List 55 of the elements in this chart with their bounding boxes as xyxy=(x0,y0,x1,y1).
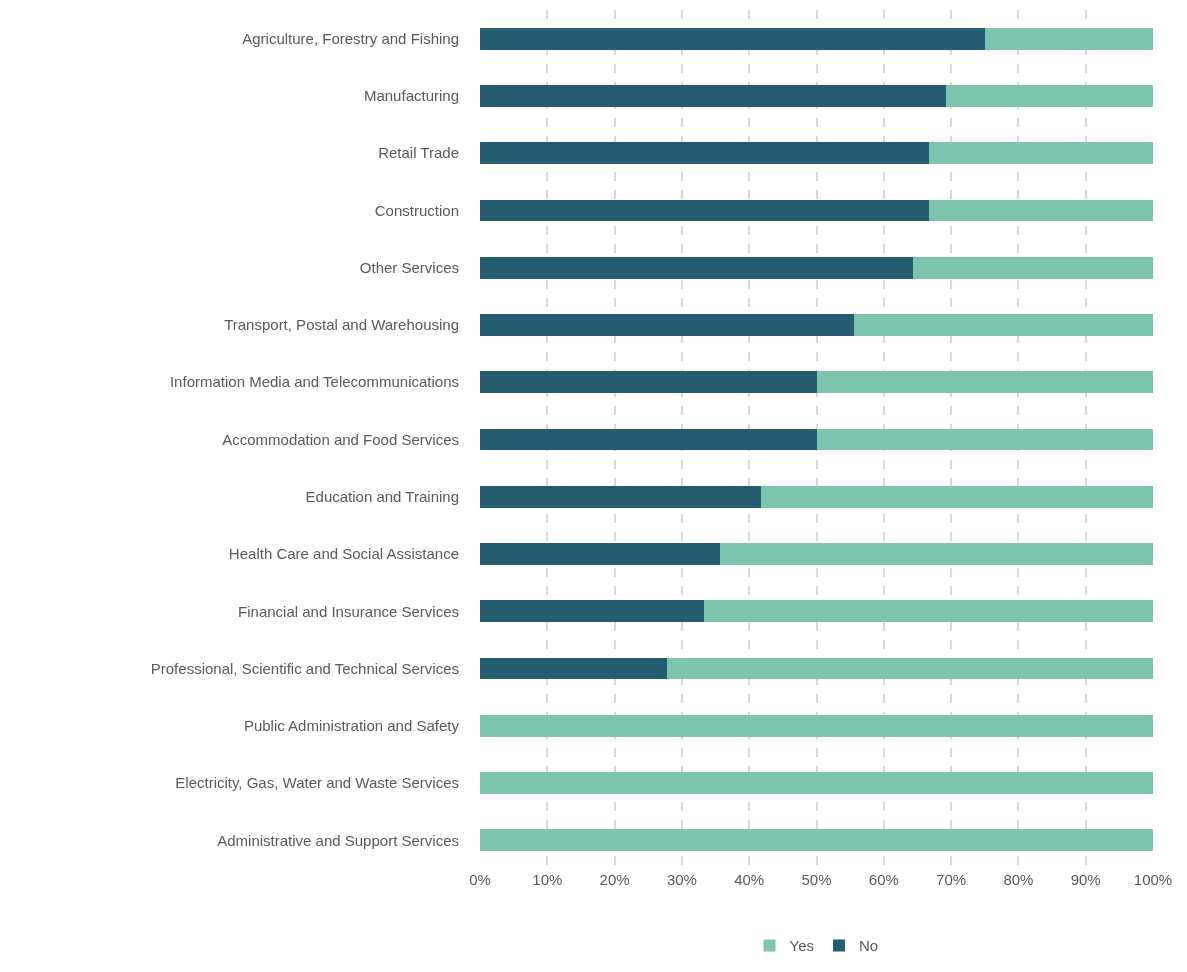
bar xyxy=(912,256,1153,279)
bar xyxy=(928,142,1153,165)
y-tick-label: Retail Trade xyxy=(378,144,459,162)
bar xyxy=(480,714,1153,737)
bar xyxy=(704,600,1153,623)
bar xyxy=(480,829,1153,852)
bar xyxy=(480,85,946,107)
y-tick-label: Agriculture, Forestry and Fishing xyxy=(242,29,459,47)
bar xyxy=(667,657,1153,680)
bar xyxy=(480,657,668,680)
bar xyxy=(760,485,1153,508)
bar xyxy=(480,199,929,222)
x-tick-label: 20% xyxy=(599,871,630,888)
bar xyxy=(480,371,817,394)
bar xyxy=(480,600,705,623)
bar xyxy=(480,314,855,336)
bar xyxy=(480,142,929,165)
legend-label: Yes xyxy=(789,937,814,955)
x-tick-label: 80% xyxy=(1003,871,1034,888)
x-tick-label: 70% xyxy=(936,871,967,888)
x-tick-label: 90% xyxy=(1070,871,1101,888)
y-tick-label: Construction xyxy=(374,201,459,219)
x-tick-label: 50% xyxy=(801,871,832,888)
bar xyxy=(720,543,1153,565)
bar xyxy=(480,428,817,451)
y-tick-label: Education and Training xyxy=(305,488,459,506)
bar xyxy=(480,27,985,50)
legend-label: No xyxy=(858,937,879,955)
bar xyxy=(480,772,1153,794)
x-tick-label: 0% xyxy=(469,871,491,888)
x-tick-label: 40% xyxy=(734,871,765,888)
bar xyxy=(928,199,1153,222)
x-tick-label: 100% xyxy=(1133,871,1173,888)
y-tick-label: Other Services xyxy=(359,258,459,276)
y-tick-label: Professional, Scientific and Technical Services xyxy=(150,659,459,677)
x-tick-label: 30% xyxy=(666,871,697,888)
y-tick-label: Manufacturing xyxy=(363,87,459,105)
x-tick-label: 60% xyxy=(868,871,899,888)
y-tick-label: Health Care and Social Assistance xyxy=(228,545,459,563)
y-tick-label: Electricity, Gas, Water and Waste Services xyxy=(175,774,459,792)
bar xyxy=(816,428,1153,451)
y-tick-label: Information Media and Telecommunications xyxy=(169,373,459,391)
bar xyxy=(480,543,721,565)
y-tick-label: Administrative and Support Services xyxy=(217,831,459,849)
bar xyxy=(945,85,1153,107)
bar xyxy=(816,371,1153,394)
y-tick-label: Transport, Postal and Warehousing xyxy=(224,316,459,334)
bar xyxy=(480,256,913,279)
bar xyxy=(984,27,1153,50)
x-tick-label: 10% xyxy=(532,871,563,888)
bar xyxy=(480,485,761,508)
y-tick-label: Financial and Insurance Services xyxy=(238,602,459,620)
y-tick-label: Accommodation and Food Services xyxy=(222,430,459,448)
y-tick-label: Public Administration and Safety xyxy=(243,717,460,735)
bar xyxy=(854,314,1153,336)
